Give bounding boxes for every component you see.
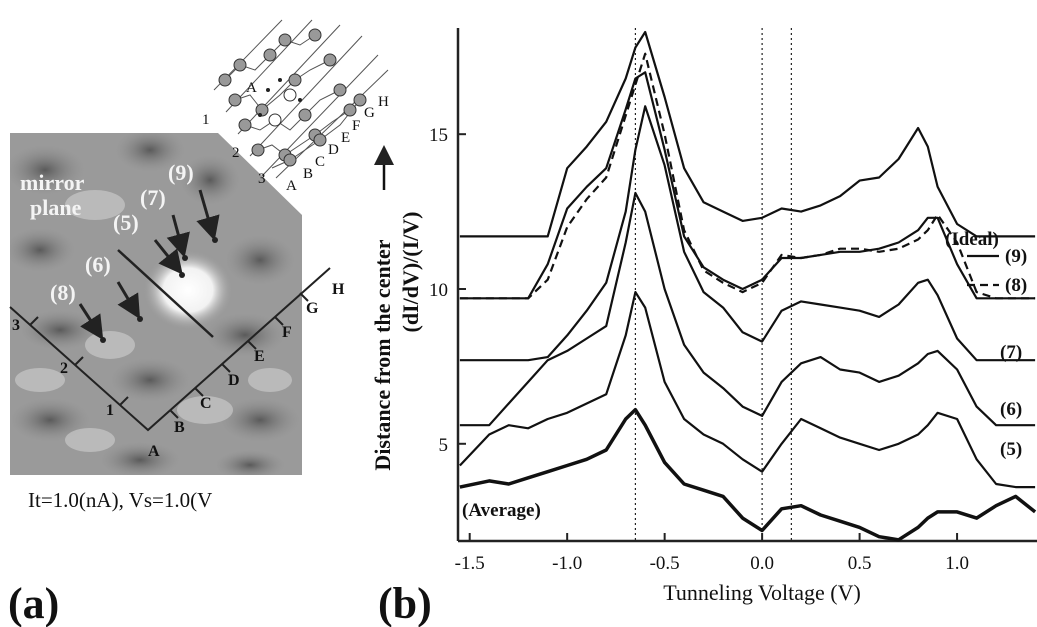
inset-column-label: G (364, 105, 375, 121)
row-label: 3 (12, 317, 20, 334)
column-label: G (306, 300, 319, 317)
row-label: 2 (60, 360, 68, 377)
column-label: E (254, 348, 265, 365)
row-label: 1 (106, 402, 114, 419)
inset-labels: 1 2 3 A B C D E F G H A (202, 80, 389, 194)
x-tick-label: -0.5 (650, 553, 680, 574)
caption: It=1.0(nA), Vs=1.0(V (28, 488, 212, 512)
inset-column-label: A (286, 178, 297, 194)
column-label: A (148, 443, 160, 460)
site-label: (7) (140, 185, 166, 210)
spectrum-line (459, 30, 1036, 238)
column-label: B (174, 419, 185, 436)
y-tick-label: 15 (429, 125, 448, 146)
mirror-label: plane (30, 195, 82, 220)
series-label: (8) (1005, 275, 1027, 296)
site-label: (8) (50, 280, 76, 305)
spectrum-line (459, 71, 1036, 300)
inset-row-label: 1 (202, 112, 210, 128)
inset-column-label: D (328, 142, 339, 158)
x-axis-title: Tunneling Voltage (V) (663, 580, 861, 605)
site-label: (6) (85, 252, 111, 277)
inset-column-label: F (352, 118, 360, 134)
series-label: (9) (1005, 246, 1027, 267)
x-tick-label: 1.0 (945, 553, 969, 574)
series-label: (5) (1000, 439, 1022, 460)
column-label: F (282, 324, 292, 341)
column-label: H (332, 281, 345, 298)
inset-lattice (213, 19, 389, 179)
site-label: (9) (168, 160, 194, 185)
axis-labels-a: 1 2 3 A B C D E F G H (12, 281, 345, 460)
column-label: C (200, 395, 212, 412)
site-label: (5) (113, 210, 139, 235)
series-label: (6) (1000, 399, 1022, 420)
stm-image (10, 133, 302, 475)
y-axis-title: (dI/dV)/(I/V) (398, 211, 423, 332)
inset-column-label: H (378, 94, 389, 110)
inset-row-label: 2 (232, 145, 240, 161)
spectrum-line (459, 52, 1036, 300)
inset-center-label: A (246, 80, 257, 96)
inset-column-label: C (315, 154, 325, 170)
panel-label: (b) (378, 579, 432, 627)
site-labels: (9) (7) (5) (6) (8) (50, 160, 194, 305)
y-tick-label: 10 (429, 280, 448, 301)
series-label: (Average) (462, 500, 541, 521)
spectrum-line (459, 105, 1036, 362)
x-tick-label: -1.5 (455, 553, 485, 574)
y-tick-label: 5 (439, 435, 449, 456)
mirror-label: mirror (20, 170, 85, 195)
inset-column-label: B (303, 166, 313, 182)
spectrum-line (459, 291, 1036, 489)
x-tick-label: -1.0 (552, 553, 582, 574)
stm-overlay (9, 189, 331, 432)
spectrum-line (459, 191, 1036, 427)
inset-row-label: 3 (258, 171, 266, 187)
x-tick-label: 0.0 (750, 553, 774, 574)
series-label: (Ideal) (945, 229, 999, 250)
spectrum-line (459, 407, 1037, 542)
series-label: (7) (1000, 342, 1022, 363)
y-axis-title: Distance from the center (370, 239, 395, 470)
x-tick-label: 0.5 (848, 553, 872, 574)
inset-column-label: E (341, 130, 350, 146)
column-label: D (228, 372, 240, 389)
panel-label: (a) (8, 579, 59, 627)
